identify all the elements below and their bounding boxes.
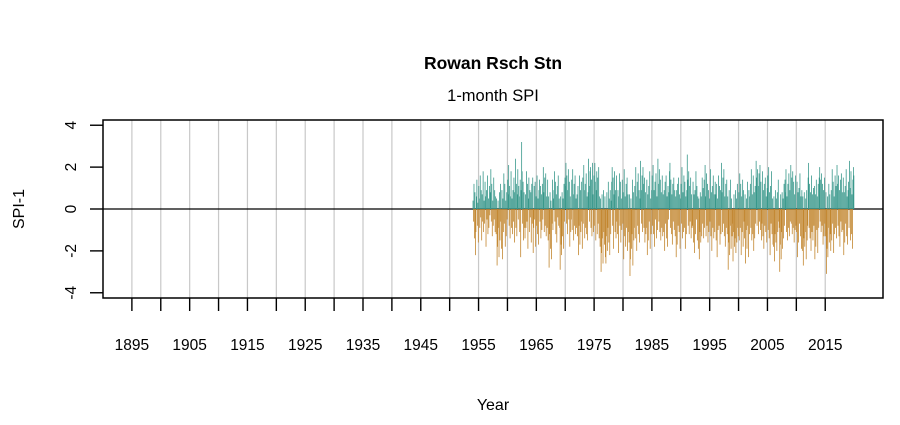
plot-frame bbox=[102, 119, 884, 299]
x-tick-label: 1925 bbox=[288, 337, 322, 354]
x-tick-label: 1895 bbox=[115, 337, 149, 354]
x-tick-label: 1915 bbox=[230, 337, 264, 354]
x-tick-label: 2005 bbox=[750, 337, 784, 354]
x-axis-label: Year bbox=[477, 397, 510, 414]
chart-title: Rowan Rsch Stn bbox=[424, 53, 562, 73]
x-tick-label: 1975 bbox=[577, 337, 611, 354]
y-tick-label: -4 bbox=[63, 286, 80, 300]
x-tick-label: 1995 bbox=[692, 337, 726, 354]
x-tick-label: 1905 bbox=[172, 337, 206, 354]
x-tick-label: 1945 bbox=[404, 337, 438, 354]
axes-ticks-layer: 1895 1905 1915 1925 1935 1945 1955 1965 1975 1985… bbox=[63, 121, 883, 354]
x-tick-label: 2015 bbox=[808, 337, 842, 354]
x-tick-label: 1965 bbox=[519, 337, 553, 354]
y-tick-label: 2 bbox=[63, 163, 80, 172]
y-tick-label: 4 bbox=[63, 121, 80, 130]
x-tick-label: 1935 bbox=[346, 337, 380, 354]
y-tick-label: 0 bbox=[63, 204, 80, 213]
x-tick-label: 1985 bbox=[635, 337, 669, 354]
chart-subtitle: 1-month SPI bbox=[447, 87, 539, 105]
y-axis-label: SPI-1 bbox=[11, 189, 28, 229]
x-tick-label: 1955 bbox=[461, 337, 495, 354]
spi-bars-layer bbox=[472, 141, 855, 277]
y-tick-label: -2 bbox=[63, 244, 80, 258]
